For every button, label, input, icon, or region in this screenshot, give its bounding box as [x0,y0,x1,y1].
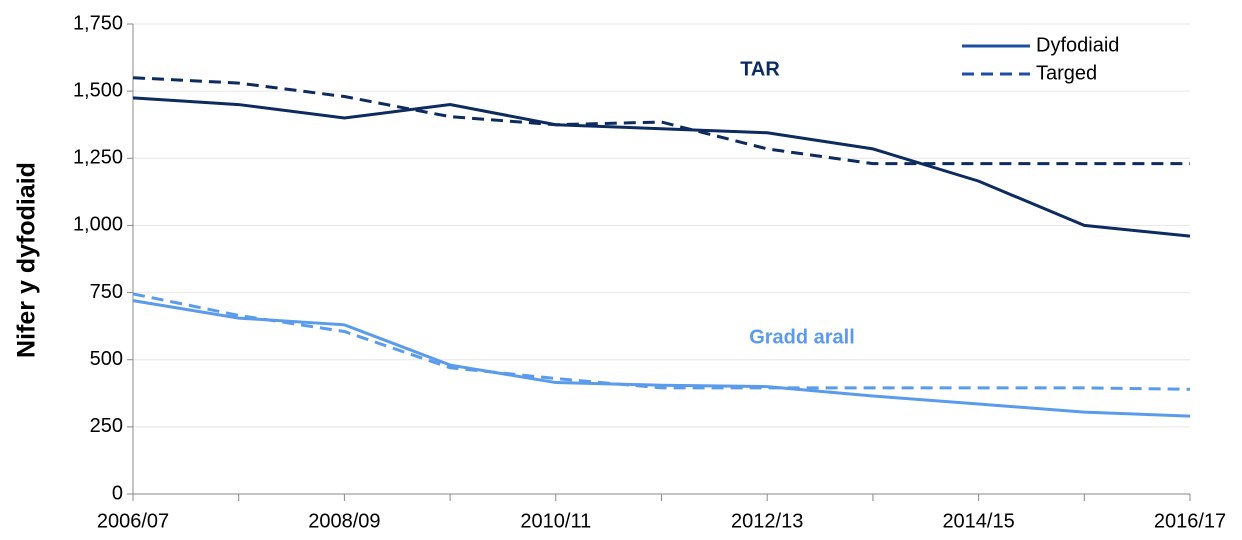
legend-label: Targed [1036,62,1097,84]
x-tick-label: 2016/17 [1154,510,1226,532]
group-label: Gradd arall [749,326,855,348]
y-tick-label: 1,500 [73,79,123,101]
x-tick-label: 2008/09 [308,510,380,532]
y-tick-label: 0 [112,482,123,504]
series-line [132,76,1190,166]
y-tick-label: 500 [90,348,123,370]
y-axis-label: Nifer y dyfodiaid [13,162,41,358]
y-tick-label: 250 [90,415,123,437]
x-tick-label: 2010/11 [520,510,591,532]
x-tick-label: 2012/13 [731,510,803,532]
y-tick-label: 750 [90,281,123,303]
legend-label: Dyfodiaid [1036,34,1119,56]
series-line [132,299,1191,418]
y-tick-label: 1,250 [73,147,123,169]
y-tick-label: 1,000 [73,214,123,236]
y-tick-label: 1,750 [73,12,123,34]
x-tick-label: 2014/15 [942,510,1014,532]
x-tick-label: 2006/07 [97,510,169,532]
group-label: TAR [740,58,780,80]
series-line [132,96,1191,238]
series-line [132,292,1191,391]
